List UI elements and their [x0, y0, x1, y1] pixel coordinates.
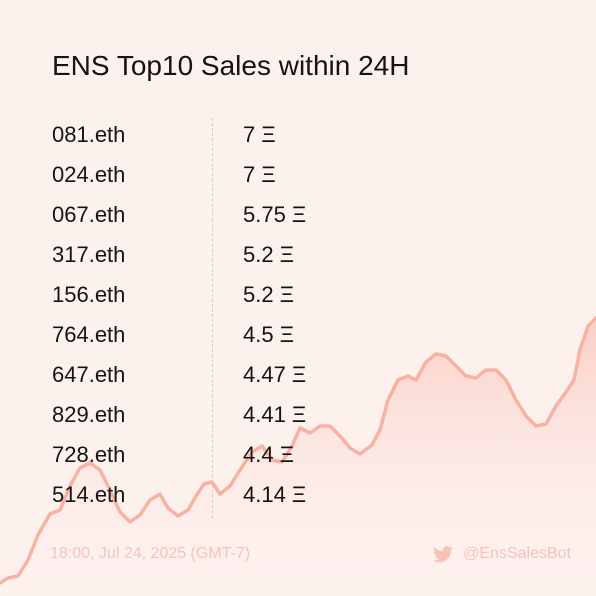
list-item: 764.eth 4.5 Ξ: [52, 318, 412, 358]
domain-name: 514.eth: [52, 482, 126, 507]
timestamp: 18:00, Jul 24, 2025 (GMT-7): [50, 545, 251, 562]
sale-price: 7 Ξ: [243, 122, 276, 147]
sale-price: 4.4 Ξ: [243, 442, 294, 467]
twitter-icon: [433, 545, 454, 562]
domain-name: 829.eth: [52, 402, 126, 427]
list-item: 728.eth 4.4 Ξ: [52, 438, 412, 478]
page-title: ENS Top10 Sales within 24H: [52, 50, 410, 81]
domain-name: 728.eth: [52, 442, 126, 467]
domain-name: 024.eth: [52, 162, 126, 187]
sale-price: 7 Ξ: [243, 162, 276, 187]
sale-price: 4.47 Ξ: [243, 362, 307, 387]
sale-price: 4.5 Ξ: [243, 322, 294, 347]
domain-name: 647.eth: [52, 362, 126, 387]
list-item: 647.eth 4.47 Ξ: [52, 358, 412, 398]
sale-price: 4.14 Ξ: [243, 482, 307, 507]
bot-handle[interactable]: @EnsSalesBot: [463, 545, 571, 562]
column-divider: [212, 118, 213, 518]
trend-line: [0, 316, 596, 585]
trend-area: [0, 318, 596, 596]
list-item: 829.eth 4.41 Ξ: [52, 398, 412, 438]
domain-name: 317.eth: [52, 242, 126, 267]
domain-name: 764.eth: [52, 322, 126, 347]
bot-attribution[interactable]: @EnsSalesBot: [433, 545, 571, 563]
list-item: 067.eth 5.75 Ξ: [52, 198, 412, 238]
sale-price: 5.2 Ξ: [243, 242, 294, 267]
list-item: 514.eth 4.14 Ξ: [52, 478, 412, 518]
domain-name: 156.eth: [52, 282, 126, 307]
list-item: 081.eth 7 Ξ: [52, 118, 412, 158]
list-item: 317.eth 5.2 Ξ: [52, 238, 412, 278]
sale-price: 4.41 Ξ: [243, 402, 307, 427]
list-item: 156.eth 5.2 Ξ: [52, 278, 412, 318]
sale-price: 5.75 Ξ: [243, 202, 307, 227]
sale-price: 5.2 Ξ: [243, 282, 294, 307]
domain-name: 067.eth: [52, 202, 126, 227]
sales-list: 081.eth 7 Ξ 024.eth 7 Ξ 067.eth 5.75 Ξ 3…: [52, 118, 412, 518]
list-item: 024.eth 7 Ξ: [52, 158, 412, 198]
domain-name: 081.eth: [52, 122, 126, 147]
